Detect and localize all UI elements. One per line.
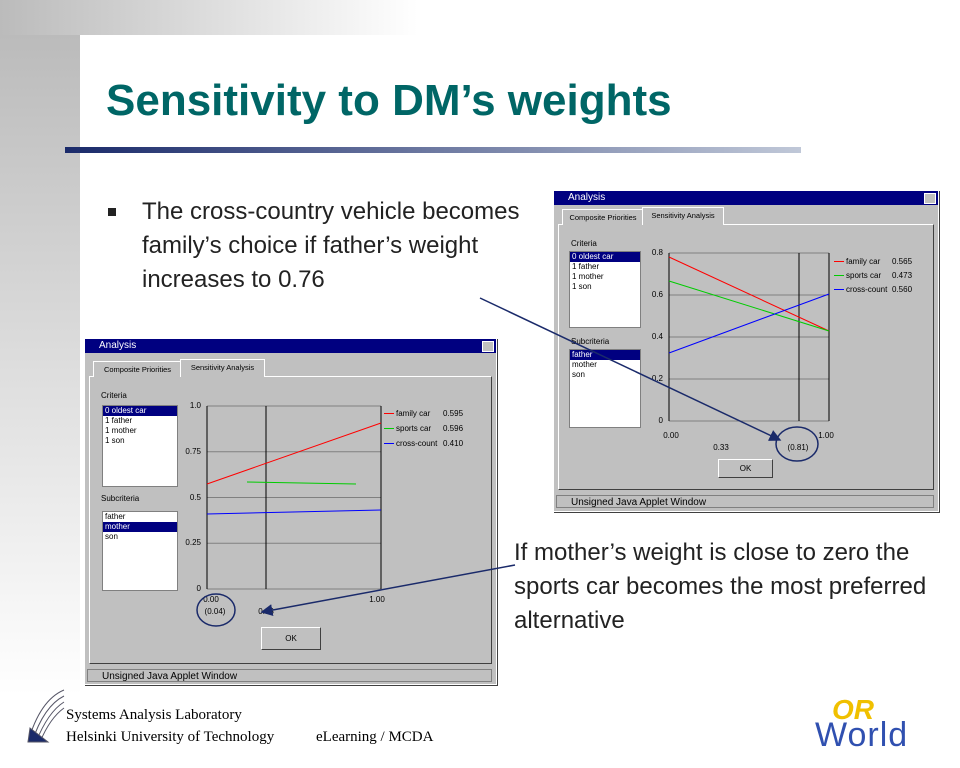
bullet-text: The cross-country vehicle becomes family… [142, 198, 520, 293]
list-box: father mother son [102, 511, 178, 591]
note-text: If mother’s weight is close to zero the … [514, 539, 927, 634]
title-rule [65, 147, 801, 153]
x-tick-label: 0.33 [258, 607, 274, 616]
legend-swatch [834, 289, 844, 290]
lab-logo [27, 689, 65, 743]
marker-label: (0.04) [204, 607, 226, 616]
legend-value: 0.595 [443, 409, 464, 418]
x-tick-label: 0.00 [203, 595, 219, 604]
legend-value: 0.560 [892, 285, 913, 294]
list-item[interactable]: 1 mother [105, 426, 137, 435]
list-item[interactable]: mother [103, 522, 177, 532]
list-label: Criteria [101, 391, 127, 400]
legend-name: family car [396, 409, 431, 418]
list-item[interactable]: 0 oldest car [570, 252, 640, 262]
y-tick-label: 0.75 [185, 446, 201, 456]
bullet-marker [108, 208, 116, 216]
y-tick-label: 0.2 [651, 374, 663, 383]
applet-window: Analysis Composite Priorities Sensitivity … [553, 190, 939, 512]
logo-bottom: World [815, 716, 909, 754]
curve [246, 481, 357, 485]
footer-lab: Systems Analysis Laboratory [66, 707, 242, 723]
slide-title: Sensitivity to DM’s weights [106, 76, 672, 125]
legend-swatch [384, 413, 394, 414]
close-button[interactable] [924, 193, 936, 204]
curve [206, 422, 382, 485]
x-tick-label: 0.33 [713, 443, 729, 452]
x-tick-label: 0.00 [663, 431, 679, 440]
y-tick-label: 0.8 [651, 248, 663, 257]
list-item[interactable]: 1 mother [572, 272, 604, 281]
title-bar: Analysis [554, 191, 938, 205]
y-tick-label: 0 [196, 584, 201, 593]
window-title: Analysis [568, 192, 606, 203]
legend-name: cross-count [396, 439, 438, 448]
list-label: Criteria [571, 239, 597, 248]
legend-swatch [384, 428, 394, 429]
tab[interactable]: Sensitivity Analysis [642, 207, 724, 225]
marker-label: (0.81) [787, 443, 809, 452]
legend-swatch [384, 443, 394, 444]
list-item[interactable]: 1 father [105, 416, 133, 425]
legend-name: cross-count [846, 285, 888, 294]
y-tick-label: 0.5 [189, 492, 201, 502]
ok-button[interactable]: OK [718, 459, 773, 478]
panel [89, 376, 492, 664]
y-tick-label: 0.4 [651, 332, 663, 341]
left-band [0, 35, 80, 695]
y-tick-label: 0.6 [651, 290, 663, 299]
legend-swatch [834, 261, 844, 262]
status-bar: Unsigned Java Applet Window [556, 495, 934, 508]
list-label: Subcriteria [101, 494, 140, 503]
y-tick-label: 0 [658, 416, 663, 425]
ok-button[interactable]: OK [261, 627, 321, 650]
status-bar: Unsigned Java Applet Window [87, 669, 492, 682]
list-item[interactable]: father [105, 512, 126, 521]
footer-course: eLearning / MCDA [316, 729, 434, 745]
legend-value: 0.473 [892, 271, 913, 280]
list-item[interactable]: son [105, 532, 118, 541]
applet-window: Analysis Composite Priorities Sensitivity … [84, 338, 497, 685]
y-tick-label: 0.25 [185, 538, 201, 548]
curve [206, 509, 382, 515]
list-box: 0 oldest car 1 father 1 mother 1 son [102, 405, 178, 487]
legend-name: family car [846, 257, 881, 266]
list-item[interactable]: 1 father [572, 262, 600, 271]
x-tick-label: 1.00 [369, 595, 385, 604]
curve [668, 256, 830, 332]
window-title: Analysis [99, 340, 137, 351]
legend-name: sports car [396, 424, 432, 433]
list-item[interactable]: 0 oldest car [103, 406, 177, 416]
legend-value: 0.565 [892, 257, 913, 266]
plot [206, 405, 382, 590]
tab[interactable]: Sensitivity Analysis [180, 359, 265, 377]
y-tick-label: 1.0 [189, 401, 201, 410]
top-band [0, 0, 418, 35]
legend-name: sports car [846, 271, 882, 280]
list-item[interactable]: 1 son [572, 282, 592, 291]
legend-value: 0.596 [443, 424, 464, 433]
logo-top: OR [832, 694, 874, 725]
footer-university: Helsinki University of Technology [66, 729, 275, 745]
legend-value: 0.410 [443, 439, 464, 448]
x-tick-label: 1.00 [818, 431, 834, 440]
list-item[interactable]: 1 son [105, 436, 125, 445]
legend-swatch [834, 275, 844, 276]
